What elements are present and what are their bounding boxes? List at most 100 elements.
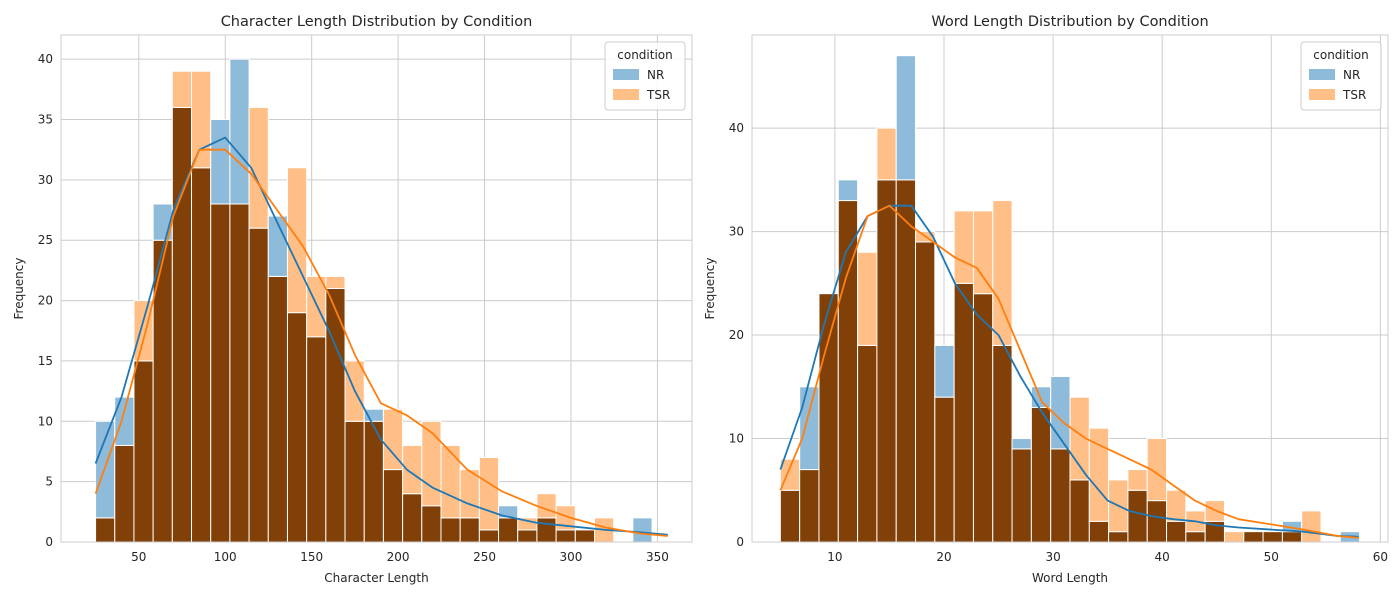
x-tick-label: 250 — [473, 550, 496, 564]
bar-overlap — [114, 444, 135, 543]
x-tick-label: 50 — [131, 550, 146, 564]
bar-nr — [1030, 386, 1052, 408]
x-tick-label: 10 — [827, 550, 842, 564]
bars — [779, 55, 1361, 543]
y-axis-label: Frequency — [703, 258, 717, 320]
plot-frame — [751, 34, 1389, 543]
bar-overlap — [574, 529, 595, 543]
bar-overlap — [1108, 531, 1129, 543]
x-tick-label: 40 — [1155, 550, 1170, 564]
bar-tsr — [1146, 438, 1168, 502]
y-tick-label: 10 — [729, 432, 744, 446]
bar-overlap — [536, 517, 557, 543]
bar-overlap — [133, 360, 154, 543]
bar-tsr — [555, 505, 576, 531]
y-tick-label: 0 — [45, 535, 53, 549]
bar-overlap — [95, 517, 116, 543]
legend-swatch-nr — [613, 69, 639, 80]
y-tick-label: 10 — [38, 414, 53, 428]
bar-tsr — [1127, 469, 1148, 491]
bar-overlap — [779, 489, 801, 543]
bar-overlap — [555, 529, 576, 543]
legend: condition NR TSR — [604, 41, 686, 111]
bar-overlap — [1088, 520, 1110, 543]
bar-tsr — [402, 444, 423, 495]
kde-line-nr — [94, 136, 668, 536]
y-tick-label: 40 — [38, 52, 53, 66]
kde-line-tsr — [779, 204, 1359, 539]
bar-nr — [1011, 438, 1032, 450]
legend-label-tsr: TSR — [1342, 88, 1366, 102]
x-tick-label: 200 — [387, 550, 410, 564]
bar-tsr — [876, 127, 897, 181]
y-tick-label: 30 — [729, 225, 744, 239]
bar-overlap — [895, 179, 917, 543]
y-tick-label: 20 — [729, 328, 744, 342]
bar-overlap — [440, 517, 461, 543]
bar-overlap — [248, 227, 269, 543]
legend-label-nr: NR — [1343, 68, 1360, 82]
bar-overlap — [1185, 531, 1206, 543]
bar-overlap — [1011, 448, 1032, 543]
x-tick-label: 20 — [936, 550, 951, 564]
bar-tsr — [972, 210, 994, 295]
chart-title: Word Length Distribution by Condition — [931, 14, 1208, 30]
bar-tsr — [171, 70, 193, 108]
legend-title: condition — [1313, 48, 1368, 62]
bar-overlap — [402, 493, 423, 543]
bars — [95, 58, 653, 543]
bar-overlap — [478, 529, 500, 543]
x-tick-label: 300 — [560, 550, 583, 564]
bar-overlap — [1127, 489, 1148, 543]
bar-tsr — [953, 210, 974, 284]
bar-overlap — [1166, 520, 1187, 543]
bar-overlap — [915, 241, 936, 543]
bar-nr — [934, 344, 955, 398]
y-tick-label: 35 — [38, 113, 53, 127]
y-tick-label: 20 — [38, 294, 53, 308]
y-tick-label: 40 — [729, 121, 744, 135]
bar-overlap — [1281, 531, 1303, 543]
bar-tsr — [306, 275, 327, 338]
bar-overlap — [1262, 531, 1283, 543]
bar-tsr — [992, 200, 1013, 346]
bar-tsr — [1301, 510, 1322, 543]
kde-line-tsr — [94, 148, 668, 537]
bar-tsr — [325, 275, 346, 289]
bar-overlap — [1030, 406, 1052, 543]
plot-frame — [60, 34, 693, 543]
legend-swatch-tsr — [1309, 89, 1335, 100]
bar-tsr — [421, 420, 442, 507]
bar-nr — [895, 55, 917, 181]
bar-overlap — [210, 203, 231, 543]
y-tick-label: 30 — [38, 173, 53, 187]
legend: condition NR TSR — [1300, 41, 1382, 111]
bar-overlap — [992, 344, 1013, 543]
x-tick-label: 350 — [646, 550, 669, 564]
bar-nr — [210, 119, 231, 205]
bar-tsr — [191, 70, 212, 169]
bar-overlap — [421, 505, 442, 543]
x-tick-label: 30 — [1045, 550, 1060, 564]
bar-overlap — [1146, 500, 1168, 543]
bar-tsr — [440, 444, 461, 519]
bar-overlap — [876, 179, 897, 543]
bar-tsr — [1223, 531, 1245, 543]
y-tick-label: 0 — [736, 535, 744, 549]
bar-overlap — [459, 517, 480, 543]
bar-overlap — [799, 469, 820, 543]
bar-overlap — [953, 282, 974, 543]
y-tick-label: 15 — [38, 354, 53, 368]
bar-overlap — [286, 312, 308, 543]
bar-tsr — [1088, 427, 1110, 522]
bar-nr — [837, 179, 859, 202]
bar-overlap — [1069, 479, 1090, 543]
bar-tsr — [286, 167, 308, 314]
bar-nr — [632, 517, 653, 543]
bar-tsr — [459, 469, 480, 519]
bar-tsr — [857, 251, 878, 346]
legend-label-nr: NR — [647, 68, 664, 82]
bar-overlap — [1050, 448, 1071, 543]
bar-overlap — [382, 469, 404, 543]
